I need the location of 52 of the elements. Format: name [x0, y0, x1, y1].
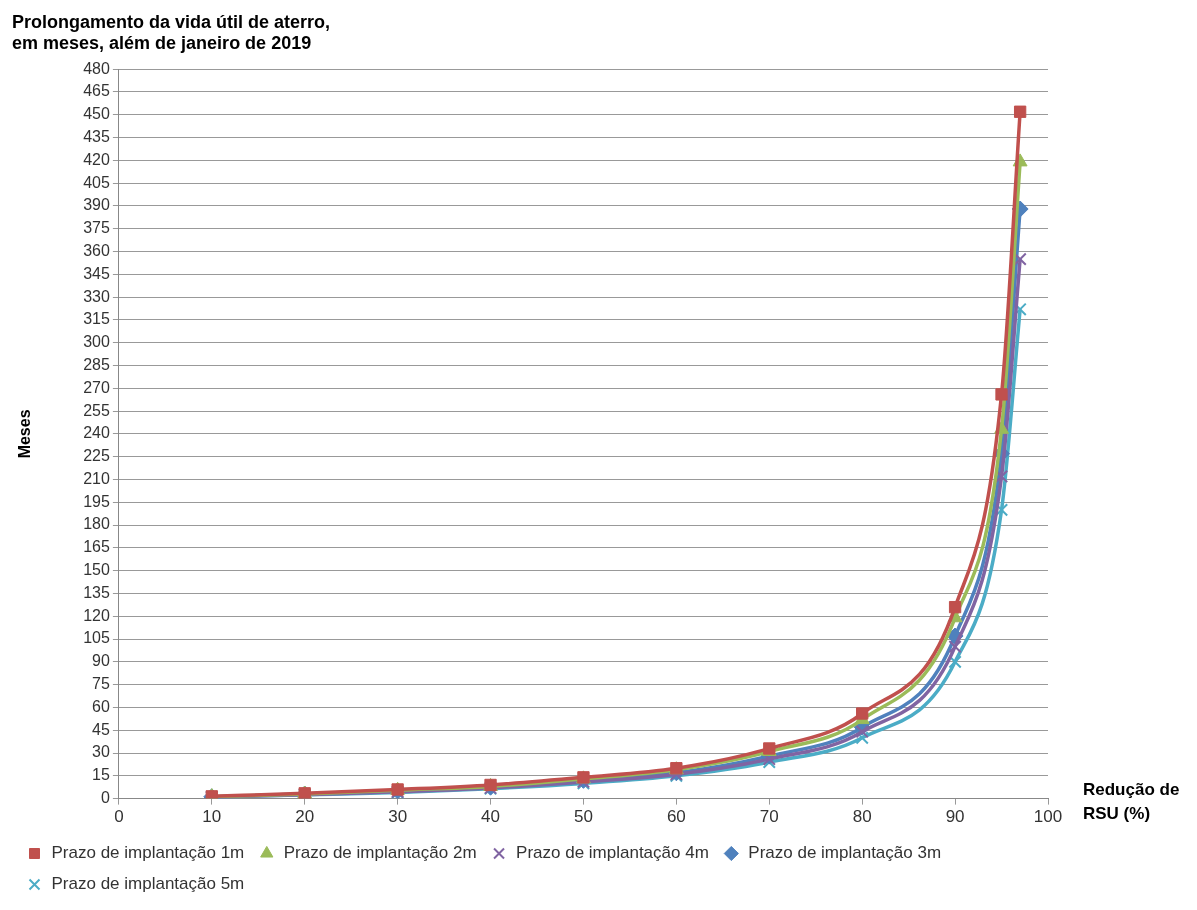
y-tick-label: 225: [83, 447, 110, 465]
y-tick-label: 465: [83, 82, 110, 100]
y-axis-title: Meses: [16, 409, 34, 459]
y-tick-label: 285: [83, 355, 110, 373]
legend-label: Prazo de implantação 3m: [748, 843, 942, 863]
y-tick-label: 150: [83, 561, 110, 579]
y-tick-label: 255: [83, 401, 110, 419]
y-tick-label: 450: [83, 105, 110, 123]
legend-label: Prazo de implantação 2m: [283, 843, 477, 863]
legend-label: Prazo de implantação 4m: [516, 843, 709, 863]
y-tick-label: 30: [92, 743, 110, 761]
x-tick-label: 20: [295, 807, 315, 827]
y-tick-label: 315: [83, 310, 110, 328]
y-tick-label: 360: [83, 241, 110, 259]
x-tick-label: 60: [666, 807, 686, 827]
y-tick-label: 15: [92, 766, 110, 784]
y-tick-label: 165: [83, 538, 110, 556]
x-tick-label: 50: [573, 807, 593, 827]
x-tick-label: 70: [759, 807, 779, 827]
y-tick-label: 420: [83, 150, 110, 168]
y-tick-label: 330: [83, 287, 110, 305]
y-tick-label: 390: [83, 196, 110, 214]
y-tick-label: 345: [83, 264, 110, 282]
y-tick-label: 90: [92, 652, 110, 670]
y-tick-label: 270: [83, 378, 110, 396]
x-tick-label: 90: [945, 807, 965, 827]
y-tick-label: 300: [83, 333, 110, 351]
legend-label: Prazo de implantação 5m: [51, 874, 245, 894]
x-tick-label: 100: [1033, 807, 1063, 827]
y-tick-label: 75: [92, 675, 110, 693]
x-tick-label: 30: [388, 807, 408, 827]
y-tick-label: 180: [83, 515, 110, 533]
x-tick-label: 0: [114, 807, 124, 827]
y-tick-label: 195: [83, 492, 110, 510]
x-tick-label: 10: [202, 807, 222, 827]
y-tick-label: 105: [83, 629, 110, 647]
y-tick-label: 435: [83, 127, 110, 145]
chart-title: Prolongamento da vida útil de aterro, em meses, além de janeiro de 2019: [12, 11, 331, 54]
x-axis-title: Redução de RSU (%): [1083, 780, 1180, 824]
legend-label: Prazo de implantação 1m: [51, 843, 245, 863]
y-tick-label: 45: [92, 720, 110, 738]
y-tick-label: 135: [83, 583, 110, 601]
y-tick-label: 240: [83, 424, 110, 442]
y-tick-label: 480: [83, 59, 110, 77]
y-tick-label: 405: [83, 173, 110, 191]
y-tick-label: 120: [83, 606, 110, 624]
y-tick-label: 375: [83, 219, 110, 237]
y-tick-label: 0: [100, 789, 110, 807]
y-tick-label: 210: [83, 469, 110, 487]
x-tick-label: 80: [852, 807, 872, 827]
x-tick-label: 40: [481, 807, 500, 827]
y-tick-label: 60: [92, 697, 110, 715]
